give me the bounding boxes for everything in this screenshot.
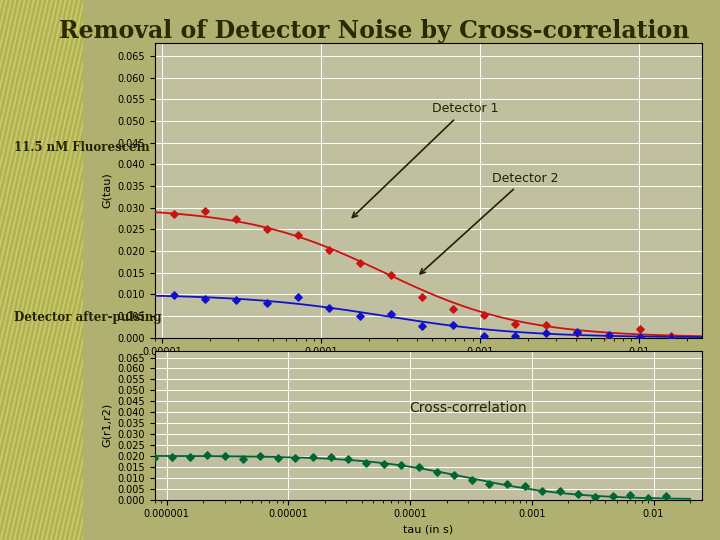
Point (625, 491, 636, 500)
Point (479, 310, 490, 319)
Point (76, 292, 87, 301)
Point (510, 332, 521, 341)
Point (289, 454, 301, 463)
Point (634, 333, 645, 341)
Point (536, 487, 548, 495)
Point (572, 328, 583, 337)
Point (13, 194, 24, 202)
Y-axis label: G(tau): G(tau) (102, 172, 112, 208)
Point (323, 245, 335, 254)
Point (261, 299, 273, 307)
Point (237, 455, 248, 463)
Point (354, 259, 366, 267)
Point (107, 200, 118, 209)
Point (449, 471, 460, 480)
Point (386, 310, 397, 319)
Point (184, 453, 195, 461)
Point (484, 480, 495, 488)
Point (603, 331, 614, 340)
Point (417, 292, 428, 301)
Point (292, 231, 304, 239)
Point (138, 208, 149, 217)
Text: Detector after-pulsing: Detector after-pulsing (14, 311, 162, 325)
Point (378, 460, 390, 468)
X-axis label: tau (in s): tau (in s) (403, 363, 454, 373)
Point (665, 332, 676, 341)
Point (202, 450, 213, 459)
Point (354, 312, 366, 320)
Point (417, 322, 428, 330)
Point (413, 462, 425, 471)
Point (642, 494, 654, 502)
Text: Removal of Detector Noise by Cross-correlation: Removal of Detector Noise by Cross-corre… (59, 19, 690, 43)
Point (13, 288, 24, 297)
Point (272, 453, 284, 462)
Point (386, 271, 397, 279)
Point (230, 214, 242, 223)
Point (448, 305, 459, 313)
Point (325, 453, 336, 462)
Point (261, 225, 273, 234)
Point (360, 458, 372, 467)
Point (634, 325, 645, 334)
Point (479, 332, 490, 340)
Text: 11.5 nM Fluorescein: 11.5 nM Fluorescein (14, 141, 150, 154)
Point (45, 295, 56, 303)
Point (307, 453, 319, 461)
Point (107, 291, 118, 299)
Point (554, 487, 566, 496)
Point (343, 454, 354, 463)
Point (199, 207, 211, 215)
Point (572, 490, 583, 498)
Point (510, 320, 521, 328)
Point (607, 492, 618, 501)
Point (254, 452, 266, 461)
Point (199, 295, 211, 303)
Text: Detector 2: Detector 2 (420, 172, 559, 274)
Point (168, 210, 180, 219)
Text: Detector 1: Detector 1 (352, 103, 498, 218)
Point (665, 334, 676, 342)
Y-axis label: G(r1,r2): G(r1,r2) (102, 403, 112, 447)
Point (572, 329, 583, 338)
Point (76, 202, 87, 211)
Point (166, 453, 178, 461)
Point (323, 303, 335, 312)
Point (148, 454, 160, 463)
Point (603, 333, 614, 342)
Point (448, 321, 459, 329)
Point (168, 291, 180, 299)
Point (292, 293, 304, 302)
Point (230, 295, 242, 304)
Point (466, 476, 477, 484)
Point (45, 203, 56, 212)
Text: Cross-correlation: Cross-correlation (410, 401, 527, 415)
Point (590, 492, 601, 501)
X-axis label: tau (in s): tau (in s) (403, 525, 454, 535)
Point (541, 321, 552, 329)
Point (395, 461, 407, 469)
Point (219, 451, 230, 460)
Point (138, 295, 149, 304)
Point (519, 482, 531, 490)
Point (431, 468, 442, 476)
Point (541, 329, 552, 338)
Point (501, 480, 513, 488)
Point (660, 492, 672, 501)
